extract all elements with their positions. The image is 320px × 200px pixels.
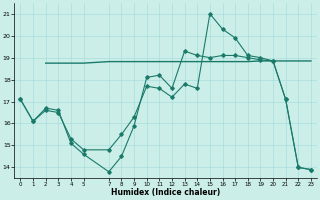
X-axis label: Humidex (Indice chaleur): Humidex (Indice chaleur) xyxy=(111,188,220,197)
